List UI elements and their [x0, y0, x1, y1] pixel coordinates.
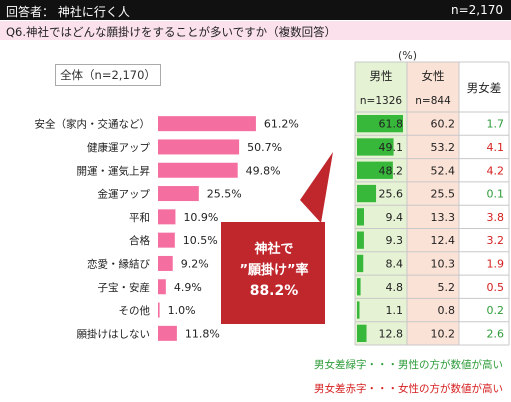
bar-value-label: 10.9%	[183, 211, 218, 224]
callout-line1: 神社で	[254, 242, 294, 257]
male-n: n=1326	[360, 95, 402, 107]
bar	[158, 139, 240, 155]
male-value: 8.4	[386, 257, 404, 270]
callout-box	[221, 152, 333, 324]
bar-value-label: 9.2%	[181, 257, 209, 270]
bar	[158, 232, 175, 248]
female-value: 5.2	[438, 281, 456, 294]
bar	[158, 255, 173, 271]
callout-rect	[221, 222, 325, 324]
bar	[158, 186, 199, 202]
percent-unit: (%)	[398, 49, 418, 62]
male-bar	[357, 254, 364, 273]
callout-text: 神社で ”願掛け”率 88.2%	[228, 239, 320, 302]
diff-value: 1.9	[487, 257, 505, 270]
callout-line2: ”願掛け”率	[239, 263, 309, 278]
question-bar: Q6.神社ではどんな願掛けをすることが多いですか（複数回答）	[0, 21, 511, 40]
bar-value-label: 11.8%	[185, 327, 220, 340]
female-value: 60.2	[431, 118, 456, 131]
category-label: 合格	[129, 234, 150, 247]
category-label: 願掛けはしない	[77, 327, 151, 340]
bar	[158, 279, 166, 295]
diff-value: 0.5	[487, 281, 505, 294]
bar-value-label: 61.2%	[264, 118, 299, 131]
diff-header: 男女差	[467, 81, 502, 95]
bar-value-label: 10.5%	[183, 234, 218, 247]
male-bar	[357, 324, 367, 342]
diff-value: 4.2	[487, 164, 505, 177]
male-bar	[357, 115, 403, 133]
category-label: 開運・運気上昇	[77, 164, 151, 177]
header-bar: 回答者： 神社に行く人 n=2,170	[0, 0, 511, 20]
category-label: 健康運アップ	[87, 141, 150, 154]
female-value: 12.4	[431, 234, 456, 247]
female-value: 13.3	[431, 211, 456, 224]
legend-red: 男女差赤字・・・女性の方が数値が高い	[314, 383, 503, 395]
male-value: 48.2	[379, 164, 404, 177]
diff-value: 0.1	[487, 188, 505, 201]
question-text: Q6.神社ではどんな願掛けをすることが多いですか（複数回答）	[6, 25, 337, 39]
legend-green: 男女差緑字・・・男性の方が数値が高い	[314, 359, 503, 371]
female-header: 女性	[422, 69, 445, 83]
female-value: 53.2	[431, 141, 456, 154]
male-bar	[357, 231, 364, 249]
bar	[158, 162, 238, 178]
category-label: 平和	[129, 212, 150, 224]
category-label: 金運アップ	[98, 188, 151, 201]
category-label: 恋愛・縁結び	[87, 257, 150, 270]
callout-line3: 88.2%	[249, 283, 299, 299]
female-value: 52.4	[431, 164, 456, 177]
male-value: 12.8	[379, 327, 404, 340]
respondent-label: 回答者： 神社に行く人	[6, 5, 130, 19]
total-label-box: 全体（n=2,170）	[55, 64, 161, 86]
male-value: 9.3	[386, 234, 404, 247]
bar-value-label: 50.7%	[247, 141, 282, 154]
diff-value: 3.2	[487, 234, 505, 247]
male-bar	[357, 278, 361, 296]
male-bar	[357, 161, 393, 179]
male-header: 男性	[370, 69, 393, 83]
male-bar	[357, 208, 364, 226]
female-column-bg	[407, 62, 459, 345]
male-column-bg	[355, 62, 407, 345]
male-bar	[357, 301, 360, 319]
male-value: 1.1	[386, 304, 404, 317]
male-value: 61.8	[379, 118, 404, 131]
bar	[158, 209, 176, 225]
female-value: 10.2	[431, 327, 456, 340]
diff-value: 1.7	[487, 118, 505, 131]
bar	[158, 325, 177, 341]
male-bar	[357, 138, 394, 156]
bar	[158, 116, 256, 132]
category-label: 安全（家内・交通など）	[35, 118, 151, 131]
female-value: 0.8	[438, 304, 456, 317]
category-label: その他	[119, 304, 151, 317]
female-value: 10.3	[431, 257, 456, 270]
diff-value: 3.8	[487, 211, 505, 224]
diff-value: 2.6	[487, 327, 505, 340]
female-value: 25.5	[431, 188, 456, 201]
male-value: 4.8	[386, 281, 404, 294]
diff-value: 4.1	[487, 141, 505, 154]
category-label: 子宝・安産	[98, 281, 151, 294]
total-n-label: n=2,170	[450, 3, 503, 17]
male-bar	[357, 184, 377, 203]
female-n: n=844	[415, 95, 451, 107]
male-value: 25.6	[379, 188, 404, 201]
male-value: 9.4	[386, 211, 404, 224]
bar-value-label: 25.5%	[207, 188, 242, 201]
male-value: 49.1	[379, 141, 404, 154]
bar	[158, 302, 160, 318]
callout-pointer	[300, 152, 333, 223]
diff-value: 0.2	[487, 304, 505, 317]
diff-column-bg	[459, 62, 509, 345]
bar-value-label: 1.0%	[168, 304, 196, 317]
bar-value-label: 49.8%	[246, 164, 281, 177]
bar-value-label: 4.9%	[174, 281, 202, 294]
